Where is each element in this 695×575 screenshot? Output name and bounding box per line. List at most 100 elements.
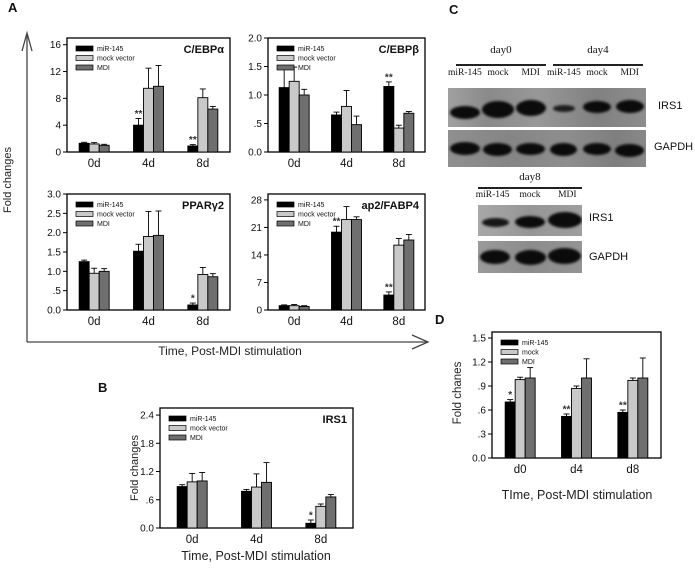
lane-label: miR-145: [448, 68, 482, 78]
chart-svg-b: 0.0 .6 1.2 1.8 2.4 0d 4d 8d * miR-145 mock vector M…: [140, 407, 354, 546]
blot-day4-underline: [553, 64, 643, 66]
svg-text:4: 4: [55, 121, 61, 132]
chart-svg-d: 0.0 .3 .6 .9 1.2 1.5 d0 * d4 ** d8 ** miR-145 mock MDI: [472, 331, 662, 476]
lane-label: mock: [586, 68, 608, 78]
svg-text:**: **: [333, 217, 341, 228]
svg-text:.6: .6: [478, 406, 487, 417]
svg-text:**: **: [619, 401, 627, 412]
blot-irs1-label: IRS1: [658, 100, 683, 112]
blot-day8-header: day8: [519, 171, 541, 183]
chart-pparg2: 0.0 .5 1.0 1.5 2.0 2.5 3.0 0d 4d 8d * miR-145 mock v…: [25, 186, 235, 336]
svg-text:0d: 0d: [288, 158, 301, 170]
svg-text:8d: 8d: [314, 534, 327, 546]
svg-text:0: 0: [55, 148, 61, 159]
blot-band: [481, 218, 509, 227]
svg-text:8d: 8d: [392, 316, 405, 328]
panel-a-label: A: [8, 0, 18, 15]
svg-text:4d: 4d: [142, 316, 155, 328]
svg-text:IRS1: IRS1: [323, 414, 347, 426]
lane-label: mock: [519, 190, 541, 200]
svg-text:PPARγ2: PPARγ2: [182, 200, 224, 212]
blot-band: [514, 249, 546, 265]
svg-text:28: 28: [251, 195, 263, 206]
svg-text:d0: d0: [514, 464, 527, 476]
blot-band: [515, 99, 546, 116]
svg-text:0d: 0d: [288, 316, 301, 328]
svg-text:mock vector: mock vector: [298, 56, 336, 63]
lane-label: MDI: [620, 68, 639, 78]
svg-text:mock vector: mock vector: [298, 212, 336, 219]
svg-text:2.0: 2.0: [248, 34, 262, 45]
svg-text:MDI: MDI: [97, 221, 110, 228]
svg-text:2.4: 2.4: [140, 411, 154, 422]
svg-text:**: **: [189, 135, 197, 146]
svg-text:.6: .6: [146, 495, 155, 506]
svg-text:14: 14: [251, 250, 263, 261]
blot-day8-underline: [478, 187, 582, 189]
blot-day0-underline: [456, 64, 546, 66]
blot-band: [449, 142, 480, 155]
svg-text:8d: 8d: [196, 158, 209, 170]
svg-text:.5: .5: [53, 286, 62, 297]
svg-text:*: *: [508, 390, 512, 401]
svg-text:0d: 0d: [88, 158, 101, 170]
blot-strip-irs1-day0-day4: [448, 88, 646, 127]
svg-text:MDI: MDI: [190, 435, 203, 442]
svg-text:0d: 0d: [186, 534, 199, 546]
chart-cebp-alpha: 0 4 8 12 16 0d 4d ** 8d ** miR-145 mock vector MDI C/…: [25, 30, 235, 178]
svg-text:8: 8: [55, 94, 61, 105]
svg-text:1.2: 1.2: [472, 358, 486, 369]
svg-text:**: **: [135, 109, 143, 120]
chart-fold-changes-d: 0.0 .3 .6 .9 1.2 1.5 d0 * d4 ** d8 ** miR-145 mock MDI: [450, 324, 666, 484]
chart-svg-a1: 0 4 8 12 16 0d 4d ** 8d ** miR-145 mock vector MDI C/…: [50, 37, 231, 170]
svg-text:4d: 4d: [250, 534, 263, 546]
chart-svg-a4: 0 7 14 21 28 0d 4d ** 8d ** miR-145 mock vector MDI a…: [251, 193, 426, 328]
panel-a-axis-arrows: [21, 30, 430, 350]
svg-text:miR-145: miR-145: [97, 202, 124, 209]
svg-text:miR-145: miR-145: [522, 340, 549, 347]
blot-band: [548, 248, 582, 264]
panel-a-y-axis-label: Fold changes: [2, 146, 14, 214]
svg-text:0.0: 0.0: [248, 148, 262, 159]
lane-label: miR-145: [475, 190, 510, 200]
blot-band: [552, 105, 575, 112]
svg-text:C/EBPα: C/EBPα: [184, 44, 225, 56]
svg-text:miR-145: miR-145: [298, 202, 325, 209]
blot-band: [483, 143, 512, 156]
svg-text:miR-145: miR-145: [298, 46, 325, 53]
panel-b-x-axis-label: Time, Post-MDI stimulation: [181, 549, 331, 563]
svg-text:2.5: 2.5: [47, 209, 61, 220]
svg-text:**: **: [385, 72, 393, 83]
svg-text:MDI: MDI: [97, 65, 110, 72]
svg-text:4d: 4d: [340, 316, 353, 328]
blot-lane-labels-day0-day4: miR-145 mock MDI miR-145 mock MDI: [448, 68, 646, 84]
svg-text:mock: mock: [522, 350, 539, 357]
svg-text:8d: 8d: [196, 316, 209, 328]
svg-text:.5: .5: [254, 119, 263, 130]
svg-text:MDI: MDI: [298, 221, 311, 228]
blot-band: [481, 101, 514, 118]
svg-text:0.0: 0.0: [472, 454, 486, 465]
svg-text:1.5: 1.5: [47, 248, 61, 259]
svg-text:**: **: [563, 405, 571, 416]
svg-text:*: *: [309, 511, 313, 522]
panel-c-label: C: [449, 2, 459, 17]
blot-band: [547, 211, 582, 228]
chart-ap2-fabp4: 0 7 14 21 28 0d 4d ** 8d ** miR-145 mock vector MDI a…: [226, 186, 430, 336]
svg-text:1.2: 1.2: [140, 467, 154, 478]
svg-text:.9: .9: [478, 382, 487, 393]
lane-label: MDI: [558, 190, 577, 200]
panel-d-x-axis-label: TIme, Post-MDI stimulation: [501, 488, 653, 502]
svg-text:3.0: 3.0: [47, 190, 61, 201]
svg-text:**: **: [385, 282, 393, 293]
svg-text:0.0: 0.0: [47, 306, 61, 317]
blot-band: [582, 100, 611, 113]
svg-text:12: 12: [50, 67, 62, 78]
lane-label: mock: [487, 68, 509, 78]
svg-text:C/EBPβ: C/EBPβ: [379, 44, 420, 56]
lane-label: miR-145: [547, 68, 581, 78]
svg-text:*: *: [191, 294, 195, 305]
blot-strip-irs1-day8: [478, 205, 582, 236]
svg-text:1.5: 1.5: [248, 62, 262, 73]
